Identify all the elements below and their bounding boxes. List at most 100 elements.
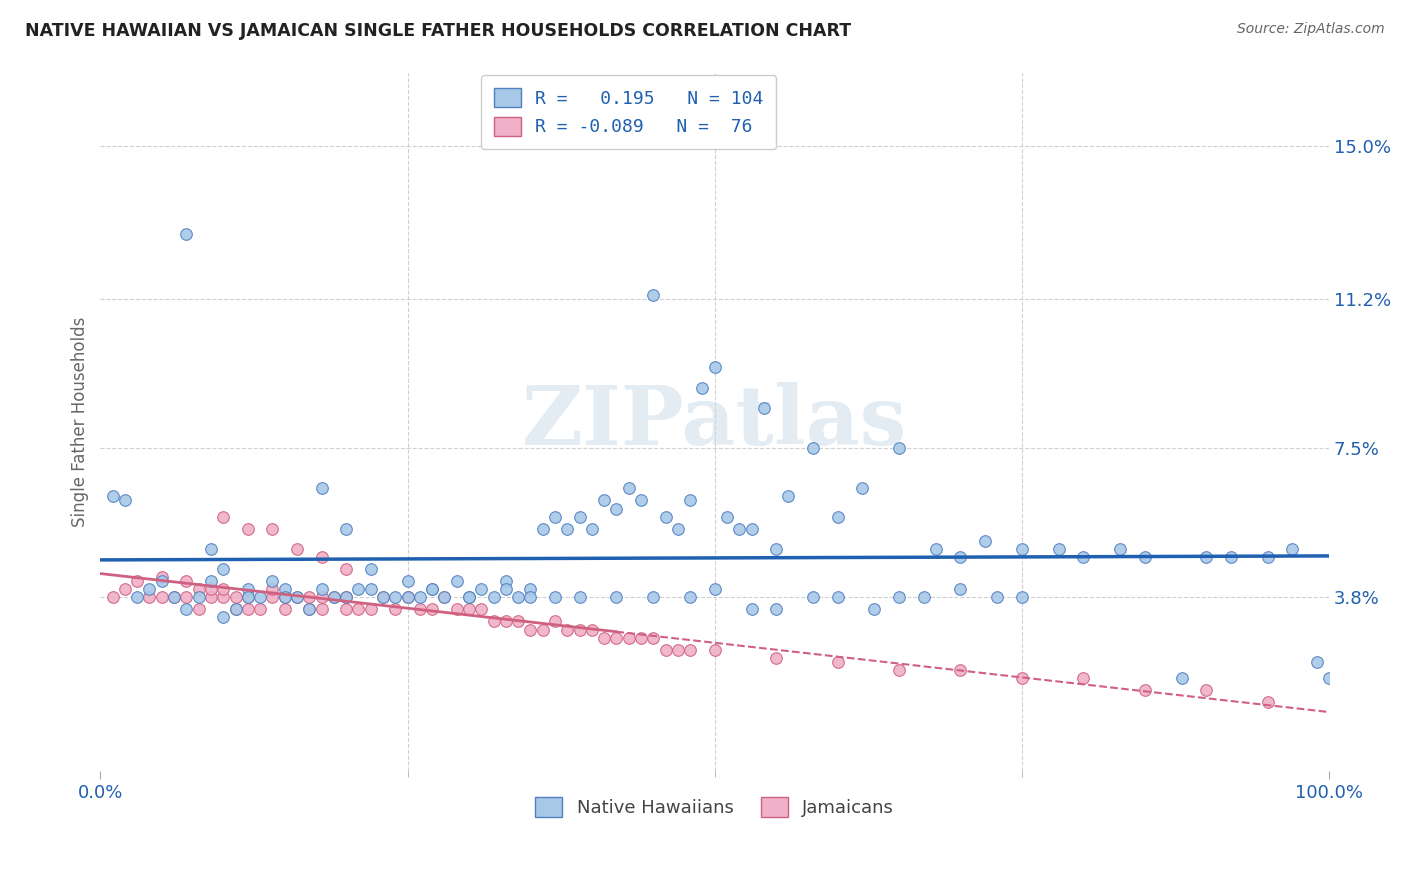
Point (285, 591, 308, 605)
Point (224, 602, 246, 616)
Point (1257, 695, 1279, 709)
Point (593, 493, 616, 508)
Point (531, 623, 554, 637)
Point (335, 591, 357, 605)
Point (605, 631, 627, 645)
Point (236, 591, 259, 605)
Point (949, 582, 972, 597)
Point (887, 441, 910, 455)
Point (311, 482, 333, 496)
Point (506, 615, 529, 629)
Point (273, 591, 295, 605)
Point (396, 591, 419, 605)
Point (801, 441, 824, 455)
Point (470, 582, 492, 597)
Point (482, 615, 505, 629)
Point (912, 591, 935, 605)
Point (420, 602, 443, 616)
Point (765, 602, 787, 616)
Point (396, 591, 419, 605)
Point (200, 582, 222, 597)
Point (703, 360, 725, 375)
Point (741, 602, 763, 616)
Point (617, 631, 640, 645)
Point (1011, 671, 1033, 685)
Point (827, 591, 849, 605)
Point (605, 501, 627, 516)
Point (716, 509, 738, 524)
Point (801, 591, 824, 605)
Point (335, 562, 357, 576)
Point (728, 522, 751, 536)
Point (470, 602, 492, 616)
Point (384, 602, 406, 616)
Point (1133, 549, 1156, 564)
Point (887, 591, 910, 605)
Point (285, 591, 308, 605)
Point (138, 582, 160, 597)
Point (262, 522, 284, 536)
Point (262, 574, 284, 589)
Point (347, 582, 370, 597)
Point (360, 562, 382, 576)
Point (224, 591, 246, 605)
Point (446, 602, 468, 616)
Point (150, 574, 173, 589)
Point (679, 493, 702, 508)
Point (643, 287, 665, 301)
Point (1281, 541, 1303, 556)
Point (666, 522, 689, 536)
Point (249, 591, 271, 605)
Point (298, 602, 321, 616)
Point (568, 509, 591, 524)
Point (692, 380, 714, 394)
Point (544, 591, 567, 605)
Point (1133, 683, 1156, 698)
Point (949, 663, 972, 677)
Point (679, 642, 702, 657)
Point (974, 533, 997, 548)
Point (555, 522, 578, 536)
Point (176, 227, 198, 242)
Point (519, 582, 541, 597)
Point (581, 522, 603, 536)
Point (1170, 671, 1192, 685)
Point (643, 591, 665, 605)
Point (409, 591, 432, 605)
Point (1195, 549, 1218, 564)
Point (371, 591, 394, 605)
Point (335, 522, 357, 536)
Point (127, 574, 149, 589)
Point (630, 493, 652, 508)
Point (420, 582, 443, 597)
Y-axis label: Single Father Households: Single Father Households (72, 317, 89, 527)
Point (311, 549, 333, 564)
Point (495, 582, 517, 597)
Point (654, 642, 676, 657)
Point (654, 509, 676, 524)
Point (311, 591, 333, 605)
Point (360, 602, 382, 616)
Point (212, 509, 235, 524)
Point (458, 602, 481, 616)
Point (568, 623, 591, 637)
Point (236, 591, 259, 605)
Point (127, 591, 149, 605)
Point (851, 482, 873, 496)
Point (827, 655, 849, 669)
Point (187, 591, 209, 605)
Point (409, 602, 432, 616)
Point (643, 631, 665, 645)
Point (335, 591, 357, 605)
Point (765, 650, 787, 665)
Point (311, 602, 333, 616)
Point (384, 591, 406, 605)
Point (555, 623, 578, 637)
Point (285, 541, 308, 556)
Point (1011, 591, 1033, 605)
Point (506, 591, 529, 605)
Point (236, 522, 259, 536)
Point (163, 591, 186, 605)
Point (679, 591, 702, 605)
Point (212, 582, 235, 597)
